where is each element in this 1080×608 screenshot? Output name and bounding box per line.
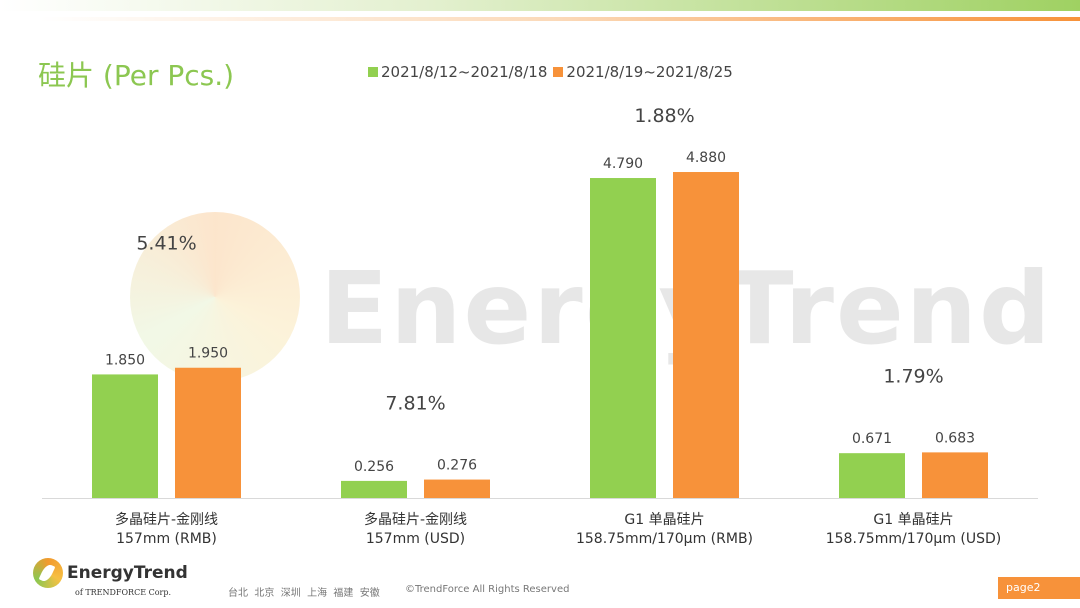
bar — [341, 480, 407, 498]
bar — [175, 367, 241, 498]
data-label: 0.256 — [354, 459, 394, 475]
data-label: 0.276 — [437, 458, 477, 474]
data-label: 4.880 — [686, 150, 726, 166]
energytrend-logo-icon — [33, 558, 63, 588]
legend-label: 2021/8/12~2021/8/18 — [381, 63, 548, 81]
data-label: 0.683 — [935, 430, 975, 446]
footer-logo: EnergyTrend — [33, 558, 188, 588]
category-label: 158.75mm/170μm (USD) — [826, 531, 1002, 547]
legend-swatch — [368, 67, 378, 77]
change-label: 7.81% — [385, 393, 445, 415]
legend-item-1: 2021/8/12~2021/8/18 — [368, 63, 547, 81]
bar — [839, 453, 905, 498]
change-label: 1.79% — [883, 365, 943, 387]
legend-label: 2021/8/19~2021/8/25 — [566, 63, 733, 81]
legend: 2021/8/12~2021/8/18 2021/8/19~2021/8/25 — [368, 63, 733, 81]
chart-title: 硅片 (Per Pcs.) — [38, 59, 235, 92]
data-label: 4.790 — [603, 156, 643, 172]
top-decor-bar-orange — [40, 17, 1080, 21]
watermark-logo-icon — [130, 212, 300, 382]
footer-copyright: ©TrendForce All Rights Reserved — [405, 584, 570, 595]
category-label: 多晶硅片-金刚线 — [364, 511, 467, 528]
category-label: 158.75mm/170μm (RMB) — [576, 531, 753, 547]
category-label: G1 单晶硅片 — [873, 512, 953, 528]
bar — [673, 172, 739, 499]
category-label: 157mm (RMB) — [116, 531, 217, 547]
bar — [922, 452, 988, 498]
category-label: 多晶硅片-金刚线 — [115, 511, 218, 528]
bar — [590, 178, 656, 498]
page-number: page2 — [998, 577, 1080, 599]
data-label: 0.671 — [852, 431, 892, 447]
bar-chart: 1.850 1.950 5.41% 多晶硅片-金刚线 157mm (RMB) 0.256 0… — [42, 105, 1038, 547]
data-label: 1.950 — [188, 346, 228, 362]
legend-swatch — [553, 67, 564, 77]
logo-text: EnergyTrend — [67, 563, 188, 583]
legend-item-2: 2021/8/19~2021/8/25 — [553, 63, 733, 81]
bar — [92, 374, 158, 498]
change-label: 1.88% — [634, 105, 694, 127]
footer-cities: 台北 北京 深圳 上海 福建 安徽 — [228, 588, 380, 599]
category-label: 157mm (USD) — [366, 531, 465, 547]
top-decor-bar-green — [0, 0, 1080, 11]
data-label: 1.850 — [105, 352, 145, 368]
change-label: 5.41% — [136, 233, 196, 255]
bar — [424, 479, 490, 498]
logo-subtitle: of TRENDFORCE Corp. — [75, 588, 171, 597]
category-label: G1 单晶硅片 — [624, 512, 704, 528]
